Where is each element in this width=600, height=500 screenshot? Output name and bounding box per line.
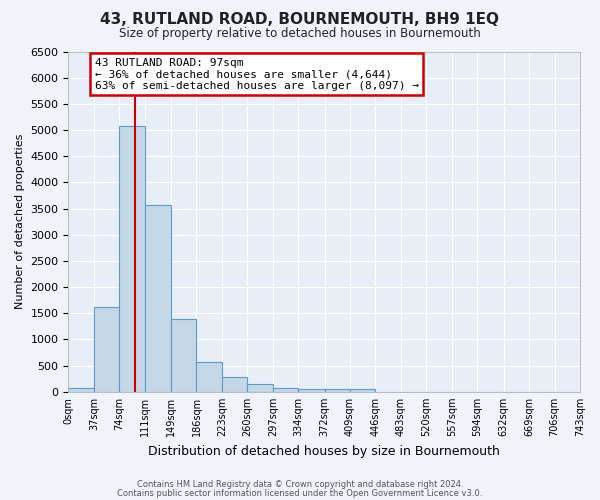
Y-axis label: Number of detached properties: Number of detached properties <box>15 134 25 310</box>
Bar <box>222 376 247 392</box>
Text: 43 RUTLAND ROAD: 97sqm
← 36% of detached houses are smaller (4,644)
63% of semi-: 43 RUTLAND ROAD: 97sqm ← 36% of detached… <box>95 58 419 91</box>
X-axis label: Distribution of detached houses by size in Bournemouth: Distribution of detached houses by size … <box>148 444 500 458</box>
Text: Size of property relative to detached houses in Bournemouth: Size of property relative to detached ho… <box>119 28 481 40</box>
Bar <box>145 204 171 392</box>
Bar <box>68 388 94 392</box>
Bar <box>350 388 376 392</box>
Bar <box>247 384 273 392</box>
Bar <box>171 318 196 392</box>
Bar <box>273 388 298 392</box>
Bar <box>94 306 119 392</box>
Text: Contains public sector information licensed under the Open Government Licence v3: Contains public sector information licen… <box>118 488 482 498</box>
Text: Contains HM Land Registry data © Crown copyright and database right 2024.: Contains HM Land Registry data © Crown c… <box>137 480 463 489</box>
Bar <box>119 126 145 392</box>
Bar <box>196 362 222 392</box>
Text: 43, RUTLAND ROAD, BOURNEMOUTH, BH9 1EQ: 43, RUTLAND ROAD, BOURNEMOUTH, BH9 1EQ <box>101 12 499 28</box>
Bar <box>325 388 350 392</box>
Bar <box>298 388 325 392</box>
